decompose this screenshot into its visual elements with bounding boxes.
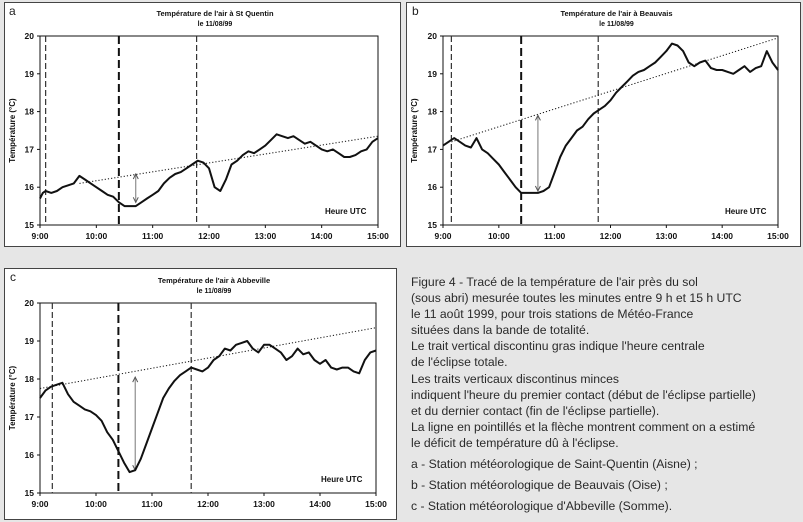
y-axis-label: Température (°C): [8, 98, 17, 163]
plot-frame: [39, 302, 377, 494]
x-tick-label: 10:00: [488, 231, 510, 241]
y-tick-label: 17: [25, 412, 35, 422]
chart-b: Température de l'air à Beauvais le 11/08/…: [410, 9, 789, 241]
trend-line: [451, 37, 779, 143]
y-tick-label: 15: [25, 488, 35, 498]
x-tick-label: 13:00: [254, 231, 276, 241]
caption-line: de l'éclipse totale.: [411, 355, 508, 370]
y-tick-label: 15: [428, 220, 438, 230]
figure-caption: Figure 4 - Tracé de la température de l'…: [411, 274, 799, 514]
chart-panel-c: c Température de l'air à Abbeville le 11/…: [4, 268, 397, 520]
caption-line: le 11 août 1999, pour trois stations de …: [411, 307, 694, 322]
chart-subtitle: le 11/08/99: [198, 21, 233, 28]
x-tick-label: 11:00: [141, 499, 163, 509]
plot-frame: [442, 35, 779, 226]
temperature-series-line: [39, 340, 377, 474]
y-tick-label: 18: [428, 107, 438, 117]
x-tick-label: 14:00: [311, 231, 333, 241]
y-tick-label: 19: [25, 69, 35, 79]
x-tick-label: 15:00: [767, 231, 789, 241]
temperature-series-line: [39, 133, 379, 208]
chart-subtitle: le 11/08/99: [599, 21, 634, 28]
y-tick-label: 20: [25, 298, 35, 308]
x-tick-label: 12:00: [197, 499, 219, 509]
y-tick-label: 17: [428, 144, 438, 154]
x-tick-label: 14:00: [711, 231, 733, 241]
panel-label: c: [10, 270, 16, 284]
trend-line: [79, 135, 379, 184]
deficit-arrow-head-top: [132, 375, 139, 383]
x-tick-label: 12:00: [198, 231, 220, 241]
chart-subtitle: le 11/08/99: [197, 288, 232, 295]
x-tick-label: 14:00: [309, 499, 331, 509]
caption-line: le déficit de température dû à l'éclipse…: [411, 435, 619, 450]
chart-c: Température de l'air à Abbeville le 11/08…: [8, 276, 387, 509]
caption-station-c: c - Station météorologique d'Abbeville (…: [411, 499, 673, 514]
y-tick-label: 18: [25, 374, 35, 384]
caption-line: La ligne en pointillés et la flèche mont…: [411, 419, 756, 434]
x-tick-label: 15:00: [365, 499, 387, 509]
deficit-arrow-head-top: [132, 172, 139, 180]
x-tick-label: 9:00: [434, 231, 451, 241]
chart-title: Température de l'air à Abbeville: [158, 276, 270, 285]
chart-panel-b: b Température de l'air à Beauvais le 11/0…: [406, 2, 801, 247]
temperature-series-line: [442, 42, 779, 194]
y-tick-label: 19: [25, 336, 35, 346]
plot-frame: [39, 35, 379, 226]
x-axis-label: Heure UTC: [325, 207, 367, 216]
x-tick-label: 9:00: [31, 499, 48, 509]
caption-line: et du dernier contact (fin de l'éclipse …: [411, 403, 660, 418]
x-tick-label: 11:00: [544, 231, 566, 241]
y-tick-label: 16: [25, 450, 35, 460]
y-axis-label: Température (°C): [410, 98, 419, 163]
x-tick-label: 12:00: [600, 231, 622, 241]
x-tick-label: 10:00: [85, 499, 107, 509]
x-tick-label: 10:00: [85, 231, 107, 241]
caption-station-a: a - Station météorologique de Saint-Quen…: [411, 457, 698, 472]
chart-title: Température de l'air à Beauvais: [560, 9, 672, 18]
caption-line: (sous abri) mesurée toutes les minutes e…: [411, 291, 742, 306]
chart-title: Température de l'air à St Quentin: [156, 9, 274, 18]
x-tick-label: 11:00: [142, 231, 164, 241]
y-tick-label: 19: [428, 69, 438, 79]
panel-label: b: [412, 4, 419, 18]
x-axis-label: Heure UTC: [725, 207, 767, 216]
caption-station-b: b - Station météorologique de Beauvais (…: [411, 478, 668, 493]
y-tick-label: 18: [25, 107, 35, 117]
x-tick-label: 15:00: [367, 231, 389, 241]
y-tick-label: 15: [25, 220, 35, 230]
caption-line: Le trait vertical discontinu gras indiqu…: [411, 339, 705, 354]
panel-label: a: [9, 4, 16, 18]
y-tick-label: 17: [25, 144, 35, 154]
y-tick-label: 16: [428, 182, 438, 192]
caption-line: situées dans la bande de totalité.: [411, 323, 590, 338]
y-axis-label: Température (°C): [8, 365, 17, 430]
deficit-arrow-head-bottom: [534, 185, 541, 193]
x-axis-label: Heure UTC: [321, 475, 363, 484]
chart-a: Température de l'air à St Quentin le 11/0…: [8, 9, 389, 241]
caption-line: Figure 4 - Tracé de la température de l'…: [411, 275, 698, 289]
caption-line: Les traits verticaux discontinus minces: [411, 371, 619, 386]
x-tick-label: 13:00: [253, 499, 275, 509]
x-tick-label: 13:00: [655, 231, 677, 241]
y-tick-label: 20: [428, 31, 438, 41]
y-tick-label: 16: [25, 182, 35, 192]
x-tick-label: 9:00: [31, 231, 48, 241]
trend-line: [39, 327, 377, 389]
deficit-arrow-head-top: [534, 114, 541, 121]
chart-panel-a: a Température de l'air à St Quentin le 11…: [4, 2, 401, 247]
caption-line: indiquent l'heure du premier contact (dé…: [411, 387, 756, 402]
deficit-arrow-head-bottom: [132, 197, 139, 204]
y-tick-label: 20: [25, 31, 35, 41]
